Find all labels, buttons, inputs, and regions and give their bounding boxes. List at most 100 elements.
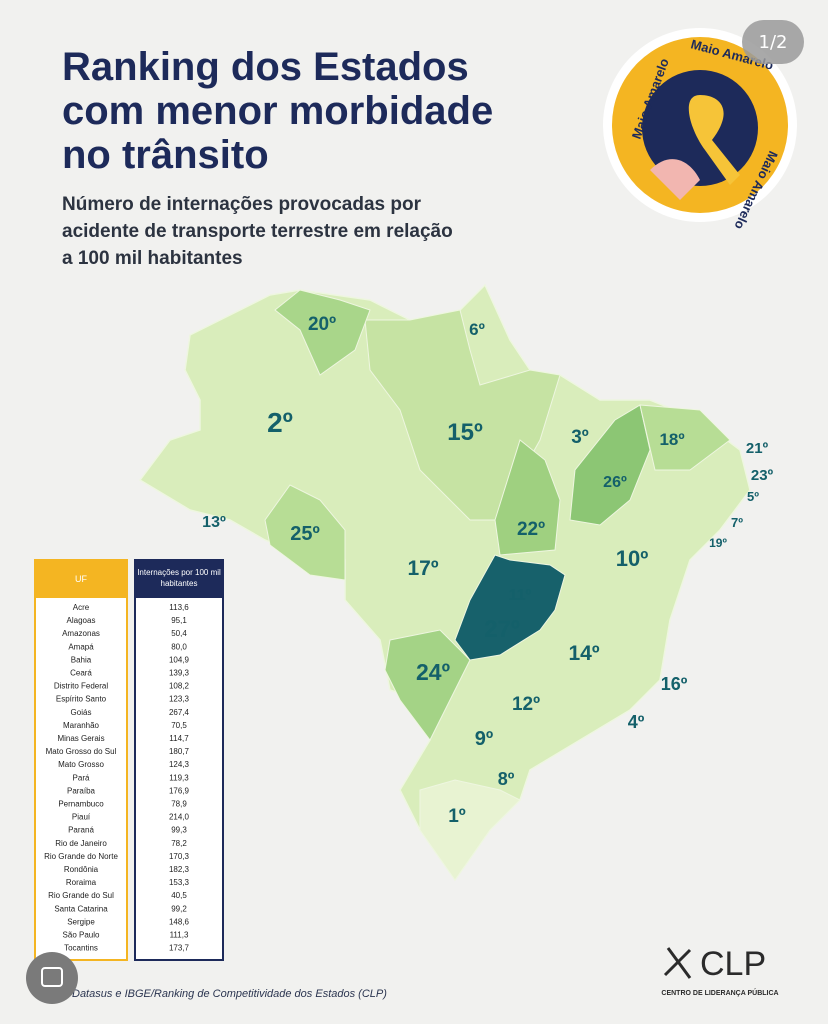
rank-label: 24º: [416, 659, 450, 685]
rank-label: 3º: [571, 427, 589, 448]
table-cell: Roraima: [66, 878, 97, 887]
table-cell: Rio Grande do Sul: [48, 891, 114, 900]
state-shape: [264, 484, 346, 581]
table-cell: 153,3: [169, 878, 190, 887]
table-cell: Sergipe: [67, 917, 95, 926]
table-cell: 104,9: [169, 655, 190, 664]
table-cell: 95,1: [171, 616, 187, 625]
map-labels: 20º 6º 2º 15º 3º 18º 21º 23º 5º 13º 25º 26º 7º 19º 22º…: [202, 314, 773, 827]
rank-label: 15º: [447, 419, 483, 446]
table-cell: Mato Grosso: [58, 760, 104, 769]
table-header: UF: [75, 574, 87, 584]
table-cell: Alagoas: [67, 616, 96, 625]
rank-label: 26º: [603, 474, 627, 491]
table-cell: 111,3: [170, 931, 189, 940]
table-cell: 50,4: [171, 629, 187, 638]
rank-label: 9º: [475, 728, 493, 750]
table-cell: 214,0: [169, 813, 190, 822]
logo-name: CLP: [700, 945, 766, 983]
badge: Maio Amarelo Maio Amarelo Maio Amarelo: [603, 28, 797, 232]
table-column: [134, 559, 224, 961]
rank-label: 2º: [267, 407, 293, 438]
table-cell: Rio Grande do Norte: [44, 852, 118, 861]
rank-label: 8º: [498, 769, 515, 789]
state-shape: [454, 554, 566, 661]
table-cell: 78,2: [171, 839, 187, 848]
table-cell: 114,7: [169, 734, 189, 743]
table-cell: Pernambuco: [58, 800, 104, 809]
rank-label: 27º: [484, 616, 520, 643]
table-cell: 267,4: [169, 708, 190, 717]
table-cell: 180,7: [169, 747, 190, 756]
state-shape: [384, 629, 471, 741]
calendar-button[interactable]: [26, 952, 78, 1004]
table-cell: São Paulo: [63, 931, 100, 940]
table-cell: 113,6: [169, 603, 189, 612]
table-cell: Ceará: [70, 669, 92, 678]
table-cell: Amazonas: [62, 629, 100, 638]
rank-label: 19º: [709, 536, 727, 550]
rank-label: 7º: [731, 515, 743, 530]
rank-label: 13º: [202, 514, 226, 531]
country-shape: [138, 283, 751, 882]
logo-tagline: CENTRO DE LIDERANÇA PÚBLICA: [661, 988, 778, 997]
table-cell: 124,3: [169, 760, 190, 769]
state-shape: [639, 404, 731, 471]
rank-label: 4º: [628, 712, 645, 732]
table-cell: 70,5: [171, 721, 187, 730]
rank-label: 1º: [448, 806, 466, 827]
table-cell: 99,2: [171, 904, 187, 913]
table-cell: Paraná: [68, 826, 94, 835]
rank-label: 11º: [509, 587, 532, 604]
table-cell: Mato Grosso do Sul: [46, 747, 117, 756]
table-cell: Espírito Santo: [56, 695, 107, 704]
table-header: Internações por 100 mil habitantes: [137, 568, 221, 588]
logo-mark: [663, 947, 692, 979]
rank-label: 23º: [751, 467, 774, 484]
table-cell: Minas Gerais: [57, 734, 104, 743]
table-cell: 123,3: [169, 695, 190, 704]
hand-icon: [650, 159, 700, 200]
page-indicator-bg: [742, 20, 804, 64]
table-cell: 80,0: [171, 642, 187, 651]
table-cell: 40,5: [171, 891, 187, 900]
rank-label: 12º: [512, 694, 540, 715]
rank-label: 17º: [407, 557, 438, 580]
table-cell: Piauí: [72, 813, 91, 822]
rank-label: 20º: [308, 314, 336, 335]
state-shape: [419, 779, 521, 881]
table-cell: 78,9: [171, 800, 187, 809]
brazil-map: [138, 283, 751, 882]
table-cell: Santa Catarina: [54, 904, 108, 913]
table-cell: 170,3: [169, 852, 190, 861]
table: UF Internações por 100 mil habitantes: [34, 559, 224, 961]
table-rows: Acre 113,6 Alagoas 95,1 Amazonas 50,4 Amapá 80,…: [44, 603, 189, 953]
table-cell: Pará: [73, 773, 90, 782]
table-cell: 176,9: [169, 786, 190, 795]
table-header-box: Internações por 100 mil habitantes: [137, 568, 221, 588]
state-shape: [274, 289, 371, 376]
subtitle-line: a 100 mil habitantes: [62, 248, 243, 269]
table-cell: Maranhão: [63, 721, 100, 730]
table-cell: Goiás: [71, 708, 92, 717]
table-cell: Acre: [73, 603, 90, 612]
rank-label: 14º: [568, 642, 599, 665]
table-cell: 173,7: [169, 944, 190, 953]
table-header-bg: [35, 560, 127, 598]
rank-label: 21º: [746, 440, 769, 457]
rank-label: 22º: [517, 519, 545, 540]
table-cell: 139,3: [169, 669, 190, 678]
subtitle-line: Número de internações provocadas por: [62, 194, 422, 215]
table-column: [34, 559, 128, 961]
rank-label: 6º: [469, 320, 485, 339]
table-cell: Tocantins: [64, 944, 98, 953]
table-cell: 119,3: [169, 773, 189, 782]
table-cell: 148,6: [169, 917, 190, 926]
calendar-icon: [41, 967, 63, 987]
title-line: com menor morbidade: [62, 89, 493, 133]
subtitle-line: acidente de transporte terrestre em rela…: [62, 221, 453, 242]
table-cell: Distrito Federal: [54, 682, 108, 691]
source: Datasus e IBGE/Ranking de Competitividad…: [72, 988, 387, 1000]
rank-label: 5º: [747, 489, 759, 504]
table-cell: Amapá: [68, 642, 94, 651]
